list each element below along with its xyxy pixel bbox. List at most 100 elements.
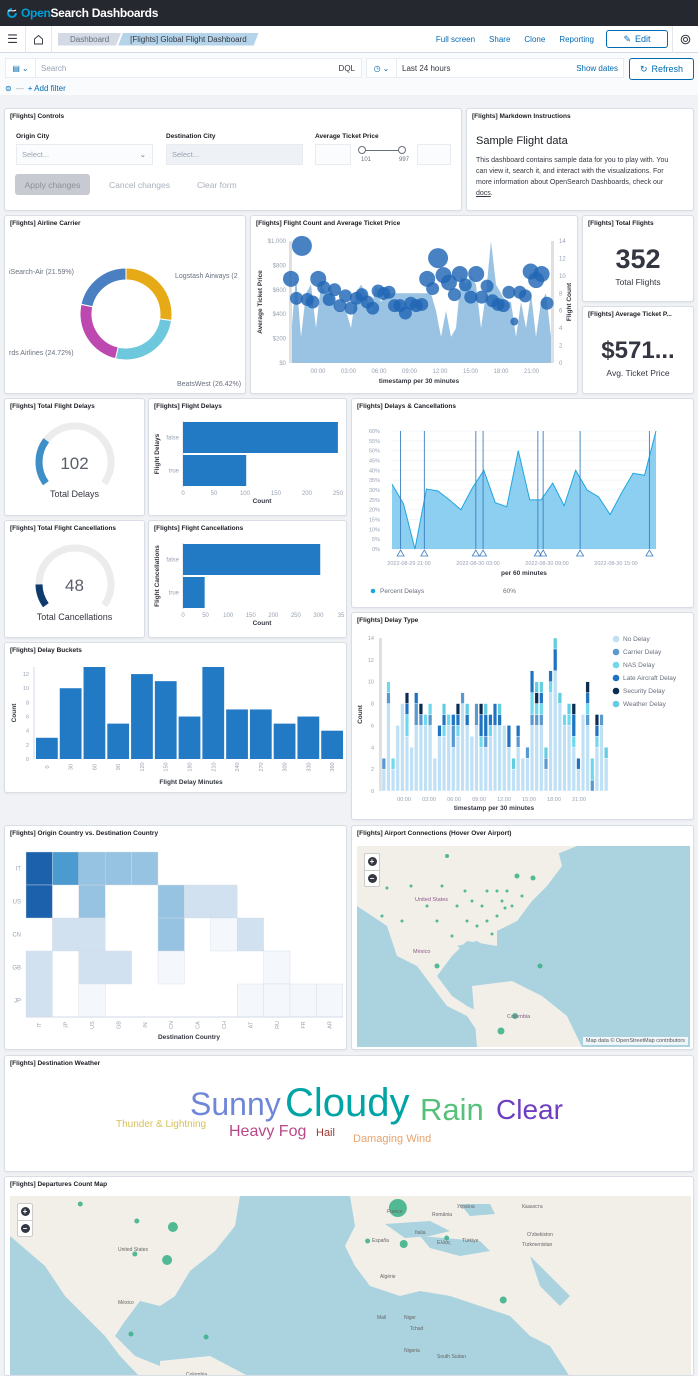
stacked-bar-segment bbox=[428, 703, 433, 715]
markdown-text: This dashboard contains sample data for … bbox=[476, 157, 669, 186]
share-link[interactable]: Share bbox=[489, 34, 511, 44]
destination-city-select[interactable]: Select... bbox=[166, 144, 303, 165]
docs-link[interactable]: docs bbox=[476, 190, 491, 197]
stacked-bar-segment bbox=[576, 758, 581, 770]
y-tick: 10% bbox=[369, 527, 380, 533]
breadcrumb-dashboard[interactable]: Dashboard bbox=[58, 33, 121, 46]
x-tick: 09:00 bbox=[472, 797, 486, 803]
price-slider-max-handle[interactable] bbox=[398, 146, 406, 154]
filter-options-icon[interactable]: ⊜ bbox=[5, 84, 12, 93]
y-right-tick: 0 bbox=[559, 361, 563, 367]
clone-link[interactable]: Clone bbox=[524, 34, 546, 44]
panel-title: [Flights] Origin Country vs. Destination… bbox=[10, 830, 159, 837]
x-tick: 2022-08-29 21:00 bbox=[387, 561, 430, 567]
price-point bbox=[496, 299, 510, 313]
breadcrumb-current: [Flights] Global Flight Dashboard bbox=[118, 33, 259, 46]
zoom-out-button[interactable]: − bbox=[18, 1221, 32, 1237]
price-slider-track[interactable] bbox=[362, 150, 402, 151]
home-icon[interactable] bbox=[26, 25, 52, 53]
search-input[interactable]: Search bbox=[41, 63, 67, 73]
x-tick: 15:00 bbox=[522, 797, 536, 803]
departures-map[interactable]: United States México Colombia France España I… bbox=[10, 1196, 691, 1375]
price-max-input[interactable] bbox=[417, 144, 451, 165]
origin-city-select[interactable]: Select... ⌄ bbox=[16, 144, 153, 165]
reporting-link[interactable]: Reporting bbox=[559, 34, 594, 44]
clock-icon: ◷ bbox=[373, 63, 381, 73]
weather-tag-damaging-wind[interactable]: Damaging Wind bbox=[353, 1134, 431, 1145]
map-label: España bbox=[372, 1238, 389, 1244]
zoom-in-button[interactable]: + bbox=[365, 854, 379, 871]
origin-city-placeholder: Select... bbox=[22, 150, 50, 159]
full-screen-link[interactable]: Full screen bbox=[435, 34, 476, 44]
panel-title: [Flights] Markdown Instructions bbox=[472, 113, 571, 120]
price-slider-min-handle[interactable] bbox=[358, 146, 366, 154]
quick-time-button[interactable]: ◷ ⌄ bbox=[367, 59, 397, 77]
stacked-bar-segment bbox=[483, 736, 488, 748]
weather-tag-heavy-fog[interactable]: Heavy Fog bbox=[229, 1124, 306, 1140]
map-label: Tchad bbox=[410, 1326, 424, 1332]
stacked-bar-segment bbox=[428, 725, 433, 792]
add-filter-link[interactable]: + Add filter bbox=[27, 84, 66, 93]
stacked-bar-segment bbox=[571, 703, 576, 715]
weather-tag-sunny[interactable]: Sunny bbox=[190, 1088, 281, 1120]
stacked-bar-segment bbox=[455, 703, 460, 715]
edit-button[interactable]: ✎ Edit bbox=[606, 30, 668, 48]
pie-slice bbox=[114, 318, 173, 361]
panel-title: [Flights] Departures Count Map bbox=[10, 1181, 108, 1188]
map-label: México bbox=[118, 1300, 134, 1306]
y-right-tick: 14 bbox=[559, 239, 566, 245]
map-label: Italia bbox=[415, 1230, 426, 1236]
y-right-tick: 10 bbox=[559, 274, 566, 280]
price-min-input[interactable] bbox=[315, 144, 351, 165]
y-axis-label: Flight Cancellations bbox=[154, 545, 161, 607]
weather-tag-rain[interactable]: Rain bbox=[420, 1094, 484, 1125]
show-dates-link[interactable]: Show dates bbox=[576, 63, 618, 73]
stacked-bar-segment bbox=[599, 714, 604, 726]
pencil-icon: ✎ bbox=[623, 33, 632, 44]
dql-toggle[interactable]: DQL bbox=[338, 63, 355, 73]
heatmap-cell bbox=[25, 950, 53, 985]
refresh-button[interactable]: ↻ Refresh bbox=[629, 58, 694, 80]
pie-label: BeatsWest (26.42%) bbox=[177, 381, 241, 388]
opensearch-logo[interactable]: Open Search Dashboards bbox=[6, 6, 158, 20]
weather-tag-hail[interactable]: Hail bbox=[316, 1128, 335, 1139]
weather-tag-clear[interactable]: Clear bbox=[496, 1096, 563, 1124]
zoom-out-button[interactable]: − bbox=[365, 871, 379, 887]
help-icon[interactable] bbox=[672, 26, 698, 53]
x-tick: US bbox=[90, 1021, 96, 1029]
stacked-bar-segment bbox=[604, 758, 609, 792]
heatmap-cell bbox=[52, 851, 80, 886]
price-point bbox=[366, 301, 380, 315]
airport-marker bbox=[470, 899, 474, 903]
saved-query-button[interactable]: ▤ ⌄ bbox=[6, 59, 36, 77]
panel-title: [Flights] Flight Cancellations bbox=[154, 525, 244, 532]
airport-connections-map[interactable]: United States México Colombia + − Map data… bbox=[357, 846, 690, 1047]
weather-tag-cloudy[interactable]: Cloudy bbox=[285, 1083, 410, 1123]
weather-tag-thunder[interactable]: Thunder & Lightning bbox=[116, 1120, 206, 1130]
stacked-bar-segment bbox=[594, 714, 599, 726]
destination-city-placeholder: Select... bbox=[172, 150, 200, 159]
heatmap-cell bbox=[236, 983, 264, 1018]
map-label: Україна bbox=[457, 1204, 475, 1210]
clear-form-button[interactable]: Clear form bbox=[197, 180, 237, 190]
x-tick: IN bbox=[143, 1022, 149, 1028]
x-tick: 2022-08-30 15:00 bbox=[594, 561, 637, 567]
top-header: Open Search Dashboards bbox=[0, 0, 698, 26]
map-attribution[interactable]: Map data © OpenStreetMap contributors bbox=[582, 1037, 688, 1045]
price-point bbox=[338, 289, 352, 303]
menu-icon[interactable]: ☰ bbox=[0, 25, 26, 53]
pie-label: iSearch-Air (21.59%) bbox=[9, 269, 74, 276]
y-tick: 4 bbox=[371, 745, 374, 751]
airline-pie-chart: Logstash Airways (2 BeatsWest (26.42%) rds… bbox=[9, 267, 241, 388]
stacked-bar-segment bbox=[404, 714, 409, 737]
apply-changes-button[interactable]: Apply changes bbox=[15, 174, 90, 195]
time-range[interactable]: Last 24 hours bbox=[402, 63, 451, 73]
markdown-heading: Sample Flight data bbox=[476, 135, 568, 147]
bar bbox=[297, 716, 320, 759]
y-tick: 0% bbox=[372, 547, 380, 553]
ocean-pacific bbox=[10, 1236, 139, 1375]
stacked-bar-segment bbox=[553, 670, 558, 792]
stacked-bar-segment bbox=[386, 703, 391, 792]
zoom-in-button[interactable]: + bbox=[18, 1204, 32, 1221]
cancel-changes-button[interactable]: Cancel changes bbox=[109, 180, 170, 190]
